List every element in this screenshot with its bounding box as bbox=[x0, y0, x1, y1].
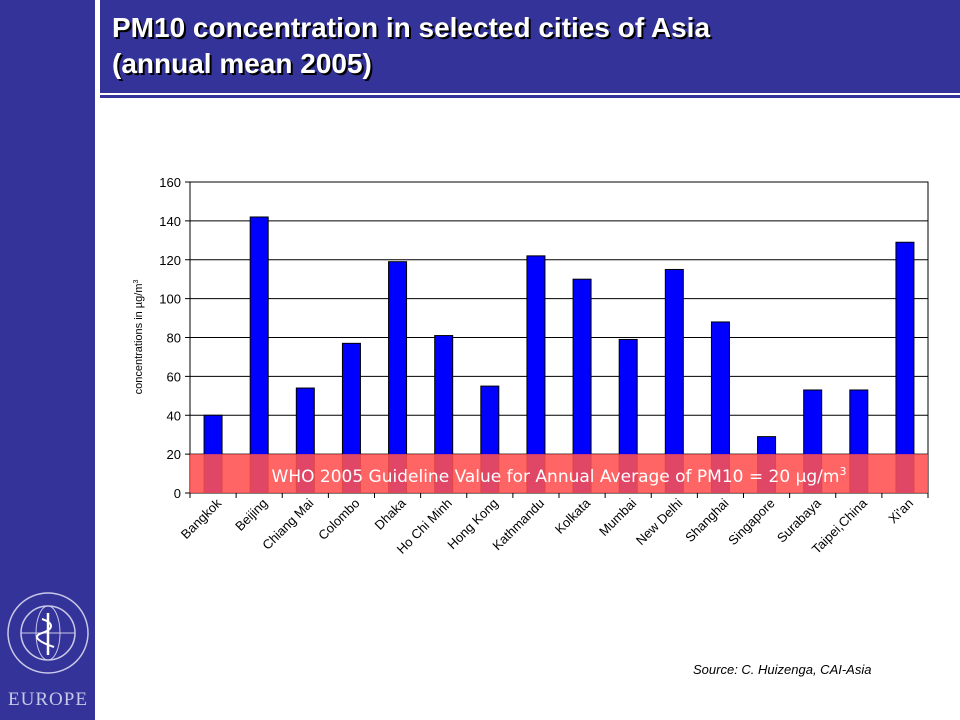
title-rule bbox=[100, 95, 960, 98]
x-tick-label: Mumbai bbox=[596, 495, 639, 538]
y-axis-label: concentrations in µg/m3 bbox=[133, 280, 145, 395]
x-tick-label: Dhaka bbox=[372, 495, 410, 533]
bar bbox=[249, 216, 269, 494]
x-tick-label: Bangkok bbox=[178, 495, 225, 542]
logo-europe-text: EUROPE bbox=[8, 689, 88, 710]
logo-outer-ring bbox=[7, 592, 89, 674]
y-tick-label: 40 bbox=[167, 408, 181, 423]
x-tick-label: New Delhi bbox=[633, 495, 686, 548]
x-tick-label: Kolkata bbox=[552, 495, 594, 537]
bars bbox=[203, 216, 915, 494]
who-europe-logo: EUROPE bbox=[7, 592, 89, 710]
sidebar bbox=[0, 0, 95, 720]
y-tick-label: 100 bbox=[159, 292, 181, 307]
guideline-band bbox=[190, 454, 928, 493]
page-title: PM10 concentration in selected cities of… bbox=[112, 10, 932, 82]
y-tick-label: 60 bbox=[167, 369, 181, 384]
x-tick-label: Xi'an bbox=[885, 496, 916, 527]
y-tick-labels: 0 20 40 60 80 100 120 140 160 bbox=[159, 175, 190, 501]
guideline-label: WHO 2005 Guideline Value for Annual Aver… bbox=[272, 465, 847, 487]
title-bar bbox=[100, 0, 960, 93]
y-tick-label: 0 bbox=[174, 486, 181, 501]
y-tick-label: 80 bbox=[167, 331, 181, 346]
y-tick-label: 160 bbox=[159, 175, 181, 190]
title-line-1: PM10 concentration in selected cities of… bbox=[112, 12, 711, 43]
logo-serpent bbox=[36, 618, 55, 648]
x-tick-label: Singapore bbox=[725, 496, 778, 549]
y-tick-label: 120 bbox=[159, 253, 181, 268]
x-tick-label: Beijing bbox=[232, 496, 270, 534]
title-line-2: (annual mean 2005) bbox=[112, 48, 372, 79]
y-tick-label: 140 bbox=[159, 214, 181, 229]
y-tick-label: 20 bbox=[167, 447, 181, 462]
x-tick-label: Colombo bbox=[315, 496, 362, 543]
source-note: Source: C. Huizenga, CAI-Asia bbox=[693, 662, 872, 677]
